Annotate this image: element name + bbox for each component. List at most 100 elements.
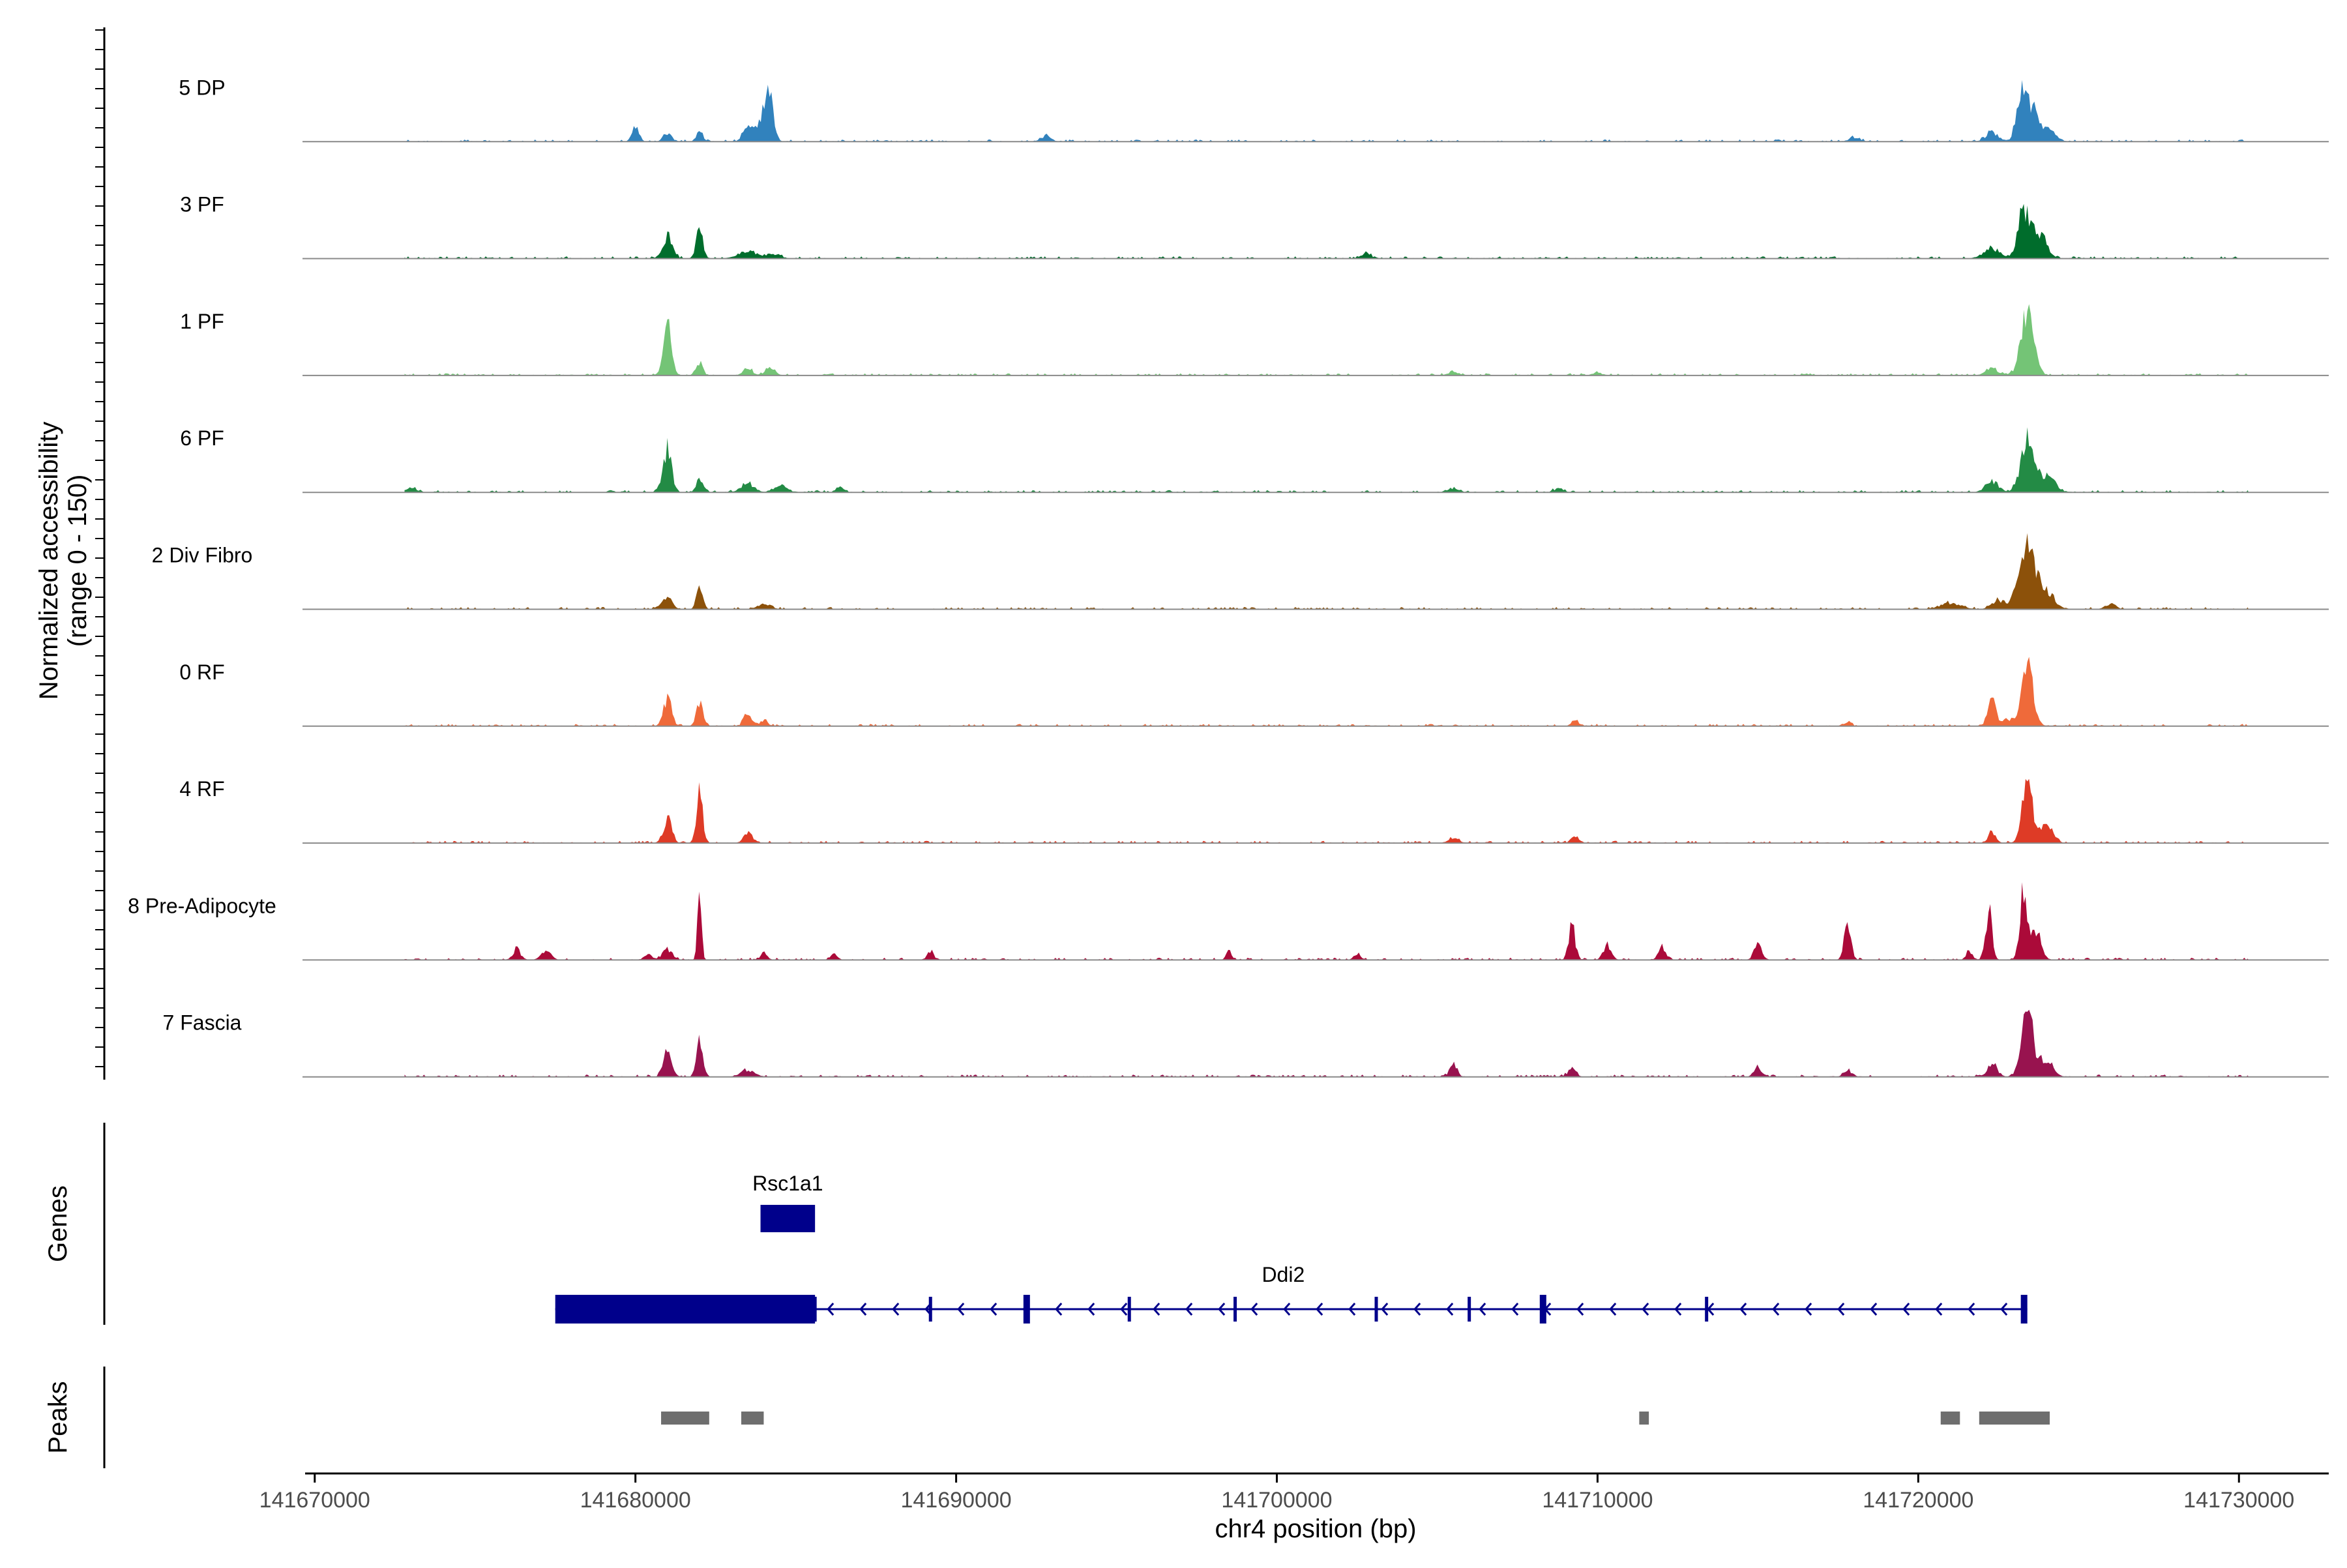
strand-arrow-icon [1087,1303,1095,1316]
gene-label-ddi2: Ddi2 [1262,1263,1305,1286]
peak-region [741,1412,764,1425]
strand-arrow-icon [1218,1303,1226,1316]
coverage-y-axis-label-range: (range 0 - 150) [63,475,92,647]
peak-region [661,1412,709,1425]
track-label-7-fascia: 7 Fascia [163,1011,242,1035]
coverage-area-8-pre-adipocyte [404,882,2249,960]
track-7-fascia: 7 Fascia [163,1009,2329,1078]
gene-exon-ddi2 [1233,1297,1237,1322]
strand-arrow-icon [1153,1303,1160,1316]
peak-region [1639,1412,1649,1425]
strand-arrow-icon [1413,1303,1421,1316]
track-label-0-rf: 0 RF [179,660,224,684]
gene-exon-ddi2 [1539,1295,1546,1324]
strand-arrow-icon [1707,1303,1715,1316]
x-tick-label: 141670000 [259,1488,370,1513]
strand-arrow-icon [957,1303,965,1316]
x-axis-ticks: 141670000 141680000 141690000 141700000 1417… [259,1473,2294,1513]
coverage-area-3-pf [404,203,2249,259]
strand-arrow-icon [1479,1303,1486,1316]
x-tick-label: 141680000 [580,1488,691,1513]
track-8-pre-adipocyte: 8 Pre-Adipocyte [128,882,2329,961]
strand-arrow-icon [1902,1303,1910,1316]
track-label-6-pf: 6 PF [180,426,224,450]
peak-region [1940,1412,1960,1425]
strand-arrow-icon [1022,1303,1030,1316]
gene-label-rsc1a1: Rsc1a1 [752,1172,823,1195]
strand-arrow-icon [1837,1303,1845,1316]
x-tick-label: 141710000 [1542,1488,1653,1513]
strand-arrow-icon [892,1303,900,1316]
gene-exon-ddi2 [813,1297,817,1322]
strand-arrow-icon [1283,1303,1291,1316]
strand-arrow-icon [1576,1303,1584,1316]
x-tick-label: 141700000 [1221,1488,1332,1513]
track-label-2-div-fibro: 2 Div Fibro [152,544,253,567]
coverage-area-7-fascia [404,1009,2249,1077]
strand-arrow-icon [859,1303,867,1316]
peaks-panel-label: Peaks [44,1381,72,1453]
gene-exon-ddi2 [928,1297,932,1322]
track-4-rf: 4 RF [179,777,2329,844]
gene-utr-ddi2 [555,1295,816,1324]
peak-region-track [661,1412,2050,1425]
strand-arrow-icon [1055,1303,1063,1316]
track-5-dp: 5 DP [179,76,2329,143]
strand-arrow-icon [1642,1303,1649,1316]
coverage-area-1-pf [404,304,2249,376]
strand-arrow-icon [1739,1303,1747,1316]
strand-arrow-icon [1674,1303,1682,1316]
strand-arrow-icon [1250,1303,1258,1316]
track-3-pf: 3 PF [180,193,2329,259]
track-label-1-pf: 1 PF [180,310,224,333]
gene-exon-ddi2 [1023,1295,1030,1324]
strand-arrow-icon [1381,1303,1389,1316]
coverage-area-5-dp [404,80,2249,142]
strand-arrow-icon [1120,1303,1128,1316]
coverage-area-0-rf [404,657,2249,726]
track-label-3-pf: 3 PF [180,193,224,216]
track-2-div-fibro: 2 Div Fibro [152,533,2329,610]
strand-arrow-icon [827,1303,834,1316]
strand-arrow-icon [1316,1303,1323,1316]
coverage-area-2-div-fibro [404,533,2249,610]
gene-exon-ddi2 [1374,1297,1378,1322]
coverage-tracks: 5 DP 3 PF 1 PF 6 PF 2 Div Fibro 0 RF 4 RF 8 Pre… [128,76,2329,1078]
strand-arrow-icon [1511,1303,1519,1316]
track-label-5-dp: 5 DP [179,76,225,99]
gene-body-rsc1a1 [760,1205,816,1232]
strand-arrow-icon [1805,1303,1812,1316]
peak-region [1979,1412,2050,1425]
strand-arrow-icon [1968,1303,1975,1316]
genes-panel-label: Genes [44,1185,72,1262]
gene-annotation-track: Rsc1a1 Ddi2 [555,1172,2028,1324]
x-tick-label: 141690000 [900,1488,1011,1513]
x-tick-label: 141730000 [2183,1488,2294,1513]
gene-exon-ddi2 [1127,1297,1131,1322]
strand-arrow-icon [1185,1303,1193,1316]
gene-exon-ddi2 [1468,1297,1471,1322]
coverage-y-axis-label: Normalized accessibility [35,422,63,700]
strand-arrow-icon [1772,1303,1780,1316]
coverage-area-4-rf [404,778,2249,844]
track-1-pf: 1 PF [180,304,2329,376]
gene-exon-ddi2 [2020,1295,2028,1324]
strand-arrow-icon [1348,1303,1356,1316]
strand-arrow-icon [924,1303,932,1316]
gene-exon-ddi2 [1705,1297,1709,1322]
track-label-8-pre-adipocyte: 8 Pre-Adipocyte [128,894,276,917]
strand-arrow-icon [1609,1303,1617,1316]
coverage-area-6-pf [404,427,2249,493]
strand-arrow-icon [1446,1303,1454,1316]
track-6-pf: 6 PF [180,426,2329,494]
strand-arrow-icon [1544,1303,1552,1316]
x-tick-label: 141720000 [1863,1488,1973,1513]
coverage-y-minor-ticks [95,29,104,1067]
strand-arrow-icon [1935,1303,1943,1316]
x-axis-label: chr4 position (bp) [1215,1515,1416,1543]
strand-arrow-icon [2000,1303,2008,1316]
strand-arrow-icon [990,1303,997,1316]
track-label-4-rf: 4 RF [179,777,224,801]
